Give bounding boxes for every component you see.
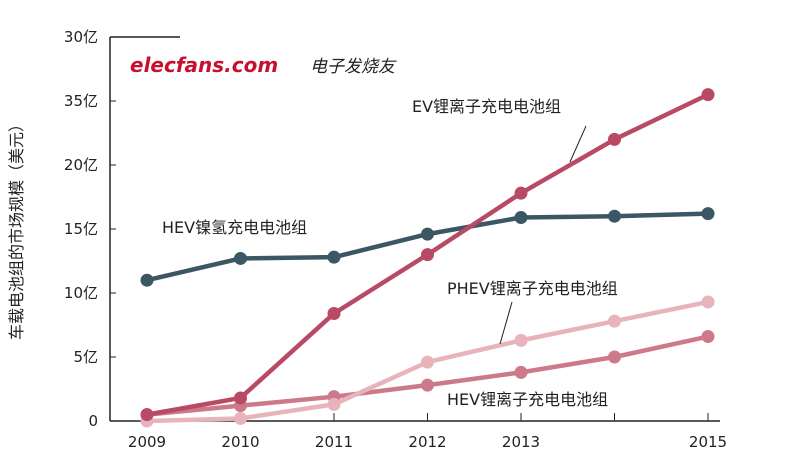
series-0 (140, 207, 715, 287)
phev-label-leader (499, 301, 513, 345)
data-point (514, 333, 528, 347)
data-point (608, 314, 621, 328)
y-tick-label: 10亿 (64, 284, 98, 302)
data-point (701, 207, 715, 221)
x-tick-label: 2010 (221, 433, 259, 451)
data-point (234, 391, 247, 405)
data-point (327, 250, 341, 264)
watermark: elecfans.com 电子发烧友 (130, 53, 397, 77)
data-point (701, 88, 715, 102)
data-point (608, 350, 621, 364)
data-point (514, 186, 528, 200)
x-tick-label: 2011 (315, 433, 353, 451)
y-tick-label: 20亿 (64, 156, 98, 174)
data-point (421, 355, 434, 369)
y-tick-label: 5亿 (73, 348, 98, 366)
data-point (421, 227, 434, 241)
y-axis-label: 车载电池组的市场规模（美元） (7, 116, 26, 340)
x-tick-label: 2013 (502, 433, 540, 451)
data-point (327, 397, 341, 411)
y-tick-label: 0 (88, 412, 98, 430)
series-label-hev-li: HEV锂离子充电电池组 (447, 390, 608, 409)
data-point (514, 365, 528, 379)
series-line (146, 334, 709, 417)
data-point (701, 295, 715, 309)
series-label-phev: PHEV锂离子充电电池组 (447, 279, 618, 298)
series-label-hev-nimh: HEV镍氢充电电池组 (162, 218, 307, 237)
series-label-ev: EV锂离子充电电池组 (412, 97, 561, 116)
data-point (327, 306, 341, 320)
series-labels: EV锂离子充电电池组 HEV镍氢充电电池组 PHEV锂离子充电电池组 HEV锂离… (162, 97, 618, 409)
data-point (421, 378, 434, 392)
x-tick-label: 2015 (689, 433, 727, 451)
y-tick-label: 15亿 (64, 220, 98, 238)
data-point (701, 330, 715, 344)
series-3 (140, 330, 715, 422)
x-tick-label: 2009 (128, 433, 166, 451)
y-tick-label: 30亿 (64, 28, 98, 46)
series-1 (140, 88, 715, 422)
data-point (608, 209, 621, 223)
series-2 (140, 295, 715, 428)
y-tick-label: 35亿 (64, 92, 98, 110)
series-group (140, 88, 715, 428)
data-point (234, 251, 247, 265)
data-point (234, 411, 247, 425)
watermark-logo: elecfans.com (130, 53, 278, 77)
data-point (140, 273, 154, 287)
data-point (514, 210, 528, 224)
ev-label-leader (569, 125, 587, 163)
data-point (140, 408, 154, 422)
watermark-logo-cn: 电子发烧友 (310, 57, 397, 77)
x-tick-label: 2012 (408, 433, 446, 451)
data-point (421, 248, 434, 262)
data-point (608, 132, 621, 146)
